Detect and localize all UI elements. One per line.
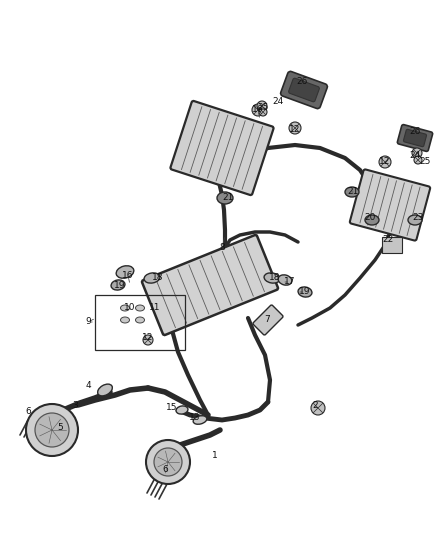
FancyBboxPatch shape [350,169,430,240]
Text: 22: 22 [382,236,394,245]
Text: 17: 17 [284,278,296,287]
Circle shape [143,335,153,345]
Circle shape [311,401,325,415]
Text: 12: 12 [290,125,301,134]
Text: 18: 18 [269,273,281,282]
Ellipse shape [120,305,130,311]
Text: 6: 6 [25,408,31,416]
FancyBboxPatch shape [170,101,274,195]
Circle shape [154,448,182,476]
Ellipse shape [120,317,130,323]
FancyBboxPatch shape [397,125,433,151]
Ellipse shape [98,384,113,396]
Text: 5: 5 [57,424,63,432]
Ellipse shape [408,215,422,225]
Circle shape [289,122,301,134]
Circle shape [379,156,391,168]
Ellipse shape [217,192,233,204]
Text: 16: 16 [252,106,264,115]
Text: 2: 2 [312,400,318,409]
Text: 6: 6 [162,465,168,474]
Text: 8: 8 [219,244,225,253]
FancyBboxPatch shape [289,78,319,102]
Text: 23: 23 [412,214,424,222]
Text: 3: 3 [72,400,78,409]
Text: 12: 12 [379,157,391,166]
Text: 18: 18 [152,273,164,282]
Circle shape [252,104,264,116]
Text: 21: 21 [223,193,234,203]
Circle shape [414,156,422,164]
Ellipse shape [135,317,145,323]
FancyBboxPatch shape [403,130,427,147]
Text: 25: 25 [419,157,431,166]
Ellipse shape [111,280,125,290]
Text: 24: 24 [410,150,420,159]
Circle shape [146,440,190,484]
Ellipse shape [116,266,134,278]
Text: 26: 26 [297,77,307,86]
Text: 20: 20 [364,214,376,222]
Text: 25: 25 [257,103,268,112]
Text: 1: 1 [212,450,218,459]
Text: 12: 12 [142,334,154,343]
Text: 21: 21 [347,188,359,197]
Text: 9: 9 [85,318,91,327]
Bar [95,295,185,350]
Ellipse shape [144,273,160,283]
Text: 10: 10 [124,303,136,312]
Ellipse shape [345,187,359,197]
Ellipse shape [135,305,145,311]
Circle shape [35,413,69,447]
FancyBboxPatch shape [253,305,283,335]
Circle shape [26,404,78,456]
Ellipse shape [365,215,379,225]
Circle shape [257,101,267,111]
Circle shape [259,108,267,116]
Ellipse shape [193,416,207,424]
Bar [382,237,402,253]
FancyBboxPatch shape [142,235,278,335]
Circle shape [412,148,422,158]
Ellipse shape [298,287,312,297]
Text: 26: 26 [410,127,420,136]
Text: 19: 19 [114,280,126,289]
Text: 4: 4 [85,381,91,390]
Text: 15: 15 [166,403,178,413]
FancyBboxPatch shape [281,71,328,109]
Text: 7: 7 [264,316,270,325]
Text: 16: 16 [122,271,134,279]
Ellipse shape [264,273,280,283]
Ellipse shape [176,406,188,414]
Text: 24: 24 [272,98,284,107]
Text: 13: 13 [189,414,201,423]
Text: 19: 19 [299,287,311,296]
Text: 11: 11 [149,303,161,312]
Ellipse shape [278,275,292,285]
